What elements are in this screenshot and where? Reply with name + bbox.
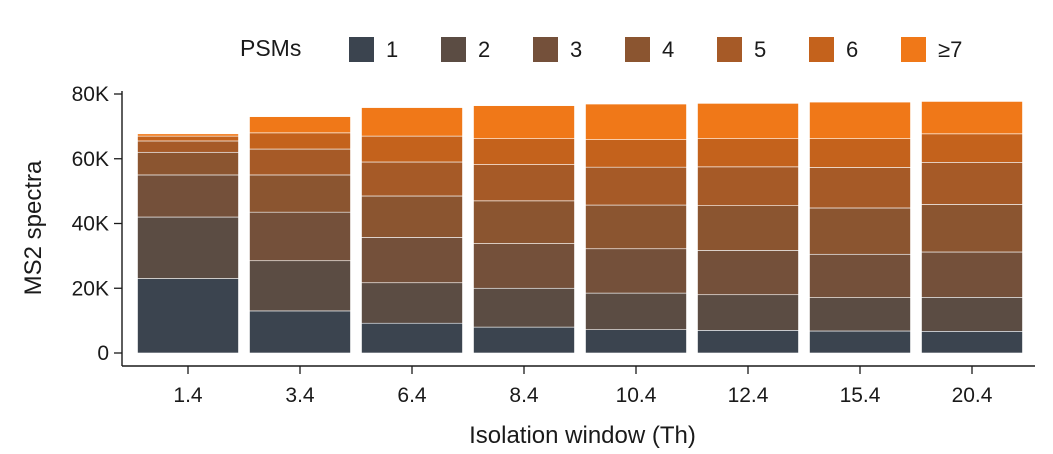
bar-segment-20.4-psm-6 [921,133,1023,163]
bar-segment-8.4-psm-3 [473,243,575,289]
bar-segment-1.4-psm-2 [137,216,239,279]
x-axis-label: Isolation window (Th) [469,422,696,449]
bar-segment-15.4-psm-6 [809,138,911,168]
bar-segment-10.4-psm-3 [585,248,687,294]
bar-segment-10.4-psm-4 [585,204,687,250]
x-tick-label: 20.4 [952,384,993,407]
bar-segment-3.4-psm-6 [249,132,351,150]
y-tick-label: 20K [72,277,109,300]
bar-segment-10.4-psm-5 [585,166,687,206]
y-tick-label: 80K [72,83,109,106]
bar-segment-3.4-psm-3 [249,211,351,262]
legend-label: 6 [846,37,858,62]
legend-label: 1 [386,37,398,62]
bar-segment-3.4-psm-4 [249,174,351,213]
bar-segment-1.4-psm-5 [137,140,239,153]
legend-swatch-6 [809,37,834,62]
bar-segment-6.4-psm-5 [361,161,463,197]
bar-segment-6.4-psm-2 [361,282,463,324]
legend-label: 4 [662,37,674,62]
bar-segment-10.4-psm-6 [585,139,687,168]
axes: 1.4 3.4 6.4 8.4 10.4 12.4 15.4 20.4 0 20K 40K 60K 80… [72,83,1035,407]
bar-segment-10.4-psm-2 [585,292,687,330]
legend-label: 2 [478,37,490,62]
bar-segment-15.4-psm-2 [809,297,911,332]
x-tick-label: 12.4 [728,384,769,407]
legend-title: PSMs [240,35,301,61]
y-tick-label: 40K [72,213,109,236]
bar-segment-20.4-psm-1 [921,331,1023,354]
bar-segment-3.4-psm-2 [249,260,351,312]
bar-segment-12.4-psm-6 [697,138,799,168]
bar-segment-1.4-psm-6 [137,135,239,142]
bar-segment-3.4-psm-1 [249,310,351,354]
bar-segment-12.4-psm-4 [697,205,799,251]
bar-segment-12.4-psm-2 [697,294,799,331]
bar-segment-10.4-psm-7 [585,103,687,140]
legend-swatch-2 [441,37,466,62]
bars [137,101,1023,354]
bar-segment-15.4-psm-4 [809,207,911,255]
bar-segment-12.4-psm-5 [697,166,799,206]
bar-segment-12.4-psm-3 [697,250,799,296]
bar-segment-6.4-psm-3 [361,237,463,284]
x-tick-label: 8.4 [509,384,539,407]
bar-segment-6.4-psm-4 [361,195,463,238]
bar-segment-15.4-psm-5 [809,167,911,209]
bar-segment-6.4-psm-6 [361,135,463,163]
bar-segment-15.4-psm-1 [809,330,911,354]
bar-segment-12.4-psm-1 [697,330,799,354]
bar-segment-8.4-psm-6 [473,138,575,165]
bar-segment-20.4-psm-4 [921,204,1023,253]
bar-segment-12.4-psm-7 [697,103,799,139]
x-tick-label: 1.4 [173,384,203,407]
bar-segment-6.4-psm-1 [361,322,463,354]
bar-segment-1.4-psm-1 [137,278,239,354]
y-axis-label: MS2 spectra [20,160,47,295]
y-tick-label: 60K [72,148,109,171]
legend-swatch-3 [533,37,558,62]
bar-segment-15.4-psm-3 [809,253,911,298]
bar-segment-20.4-psm-7 [921,101,1023,135]
bar-segment-20.4-psm-3 [921,251,1023,298]
bar-segment-1.4-psm-4 [137,151,239,176]
legend-label: 5 [754,37,766,62]
bar-segment-8.4-psm-1 [473,326,575,354]
y-tick-label: 0 [97,342,109,365]
bar-segment-3.4-psm-5 [249,148,351,176]
legend: PSMs 1 2 3 4 5 6 ≥7 [240,35,962,62]
x-tick-label: 6.4 [397,384,427,407]
bar-segment-8.4-psm-5 [473,164,575,202]
legend-swatch-5 [717,37,742,62]
x-tick-label: 15.4 [840,384,881,407]
bar-segment-1.4-psm-3 [137,174,239,218]
bar-segment-8.4-psm-2 [473,287,575,328]
bar-segment-8.4-psm-7 [473,105,575,139]
bar-segment-8.4-psm-4 [473,200,575,244]
x-tick-label: 10.4 [616,384,657,407]
bar-segment-6.4-psm-7 [361,107,463,137]
bar-segment-20.4-psm-2 [921,297,1023,332]
legend-swatch-4 [625,37,650,62]
legend-label: ≥7 [938,37,962,62]
legend-label: 3 [570,37,582,62]
bar-segment-1.4-psm-7 [137,133,239,137]
bar-segment-20.4-psm-5 [921,162,1023,205]
x-tick-label: 3.4 [285,384,315,407]
bar-segment-10.4-psm-1 [585,329,687,354]
bar-segment-3.4-psm-7 [249,116,351,134]
bar-segment-15.4-psm-7 [809,101,911,139]
legend-swatch-1 [349,37,374,62]
legend-swatch-7 [901,37,926,62]
